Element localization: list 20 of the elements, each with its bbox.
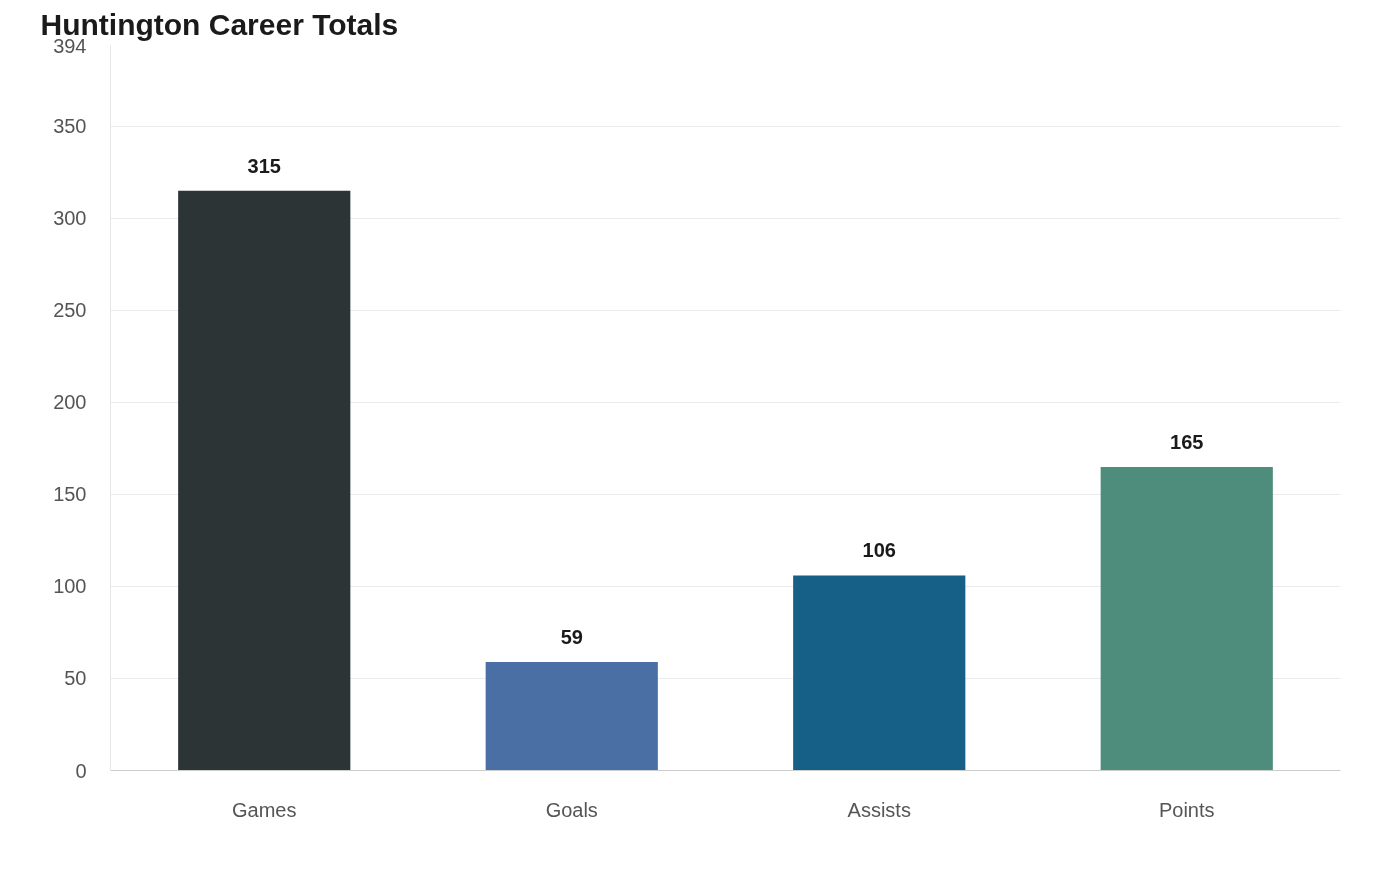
- y-tick-label: 50: [64, 667, 87, 690]
- y-tick-label: 150: [53, 483, 87, 506]
- x-tick-label: Assists: [847, 798, 911, 821]
- bar: [178, 190, 351, 771]
- y-tick-label: 300: [53, 207, 87, 230]
- x-tick-label: Goals: [545, 798, 598, 821]
- data-label: 106: [862, 539, 896, 562]
- y-tick-label: 250: [53, 299, 87, 322]
- data-label: 59: [560, 625, 583, 648]
- data-label: 165: [1170, 430, 1204, 453]
- y-tick-label: 350: [53, 115, 87, 138]
- bar: [793, 575, 966, 771]
- y-tick-label: 200: [53, 391, 87, 414]
- y-tick-label: 100: [53, 575, 87, 598]
- x-tick-label: Points: [1158, 798, 1215, 821]
- bar: [485, 661, 658, 771]
- bar: [1100, 466, 1273, 771]
- data-label: 315: [247, 154, 281, 177]
- x-tick-label: Games: [232, 798, 297, 821]
- y-tick-label: 0: [75, 759, 87, 782]
